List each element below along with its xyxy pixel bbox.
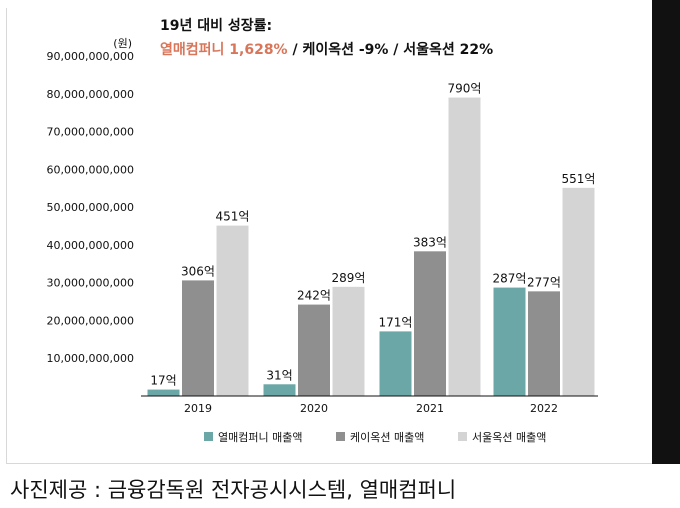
bar-value-label: 17억 xyxy=(150,374,176,388)
x-axis-ticks: 2019 2020 2021 2022 xyxy=(184,402,558,415)
x-tick-label: 2020 xyxy=(300,402,328,415)
y-axis-ticks: 10,000,000,000 20,000,000,000 30,000,000,0… xyxy=(47,50,134,365)
bar-value-label: 287억 xyxy=(493,272,527,286)
legend: 열매컴퍼니 매출액 케이옥션 매출액 서울옥션 매출액 xyxy=(204,431,546,444)
bar-2019-series-1 xyxy=(147,389,180,396)
bar-2022-series-3 xyxy=(562,187,595,396)
bar-value-label: 790억 xyxy=(448,82,482,96)
bar-2022-series-2 xyxy=(528,291,560,396)
bars-group xyxy=(147,97,595,397)
x-tick-label: 2019 xyxy=(184,402,212,415)
bar-value-label: 31억 xyxy=(266,368,292,382)
source-caption: 사진제공 : 금융감독원 전자공시시스템, 열매컴퍼니 xyxy=(10,478,457,502)
headline-accent: 열매컴퍼니 1,628% xyxy=(160,41,288,58)
y-tick-label: 50,000,000,000 xyxy=(47,201,134,214)
legend-swatch xyxy=(336,432,345,441)
frame-left-edge xyxy=(6,8,7,464)
bar-2019-series-2 xyxy=(182,280,214,396)
legend-swatch xyxy=(458,432,467,441)
bar-chart: 19년 대비 성장률: 열매컴퍼니 1,628% / 케이옥션 -9% / 서울… xyxy=(47,17,598,444)
bar-value-label: 289억 xyxy=(332,271,366,285)
legend-label: 열매컴퍼니 매출액 xyxy=(218,431,302,444)
legend-label: 케이옥션 매출액 xyxy=(350,431,424,444)
bar-value-label: 277억 xyxy=(527,275,561,289)
headline-line1: 19년 대비 성장률: xyxy=(160,17,272,34)
bar-2021-series-3 xyxy=(448,97,481,397)
headline-rest: / 케이옥션 -9% / 서울옥션 22% xyxy=(288,41,494,58)
headline-line2: 열매컴퍼니 1,628% / 케이옥션 -9% / 서울옥션 22% xyxy=(160,41,493,58)
y-tick-label: 60,000,000,000 xyxy=(47,163,134,176)
bar-2020-series-2 xyxy=(298,304,330,396)
legend-swatch xyxy=(204,432,213,441)
bar-2021-series-1 xyxy=(379,331,412,396)
legend-label: 서울옥션 매출액 xyxy=(472,431,546,444)
bar-value-label: 451억 xyxy=(216,210,250,224)
frame-bottom-edge xyxy=(6,463,652,464)
bar-value-label: 551억 xyxy=(562,172,596,186)
x-tick-label: 2021 xyxy=(416,402,444,415)
y-tick-label: 70,000,000,000 xyxy=(47,126,134,139)
y-tick-label: 30,000,000,000 xyxy=(47,277,134,290)
bar-2019-series-3 xyxy=(216,225,249,396)
y-tick-label: 40,000,000,000 xyxy=(47,239,134,252)
y-unit-label: (원) xyxy=(113,37,132,50)
y-tick-label: 10,000,000,000 xyxy=(47,352,134,365)
bar-2022-series-1 xyxy=(493,287,526,396)
bar-value-label: 242억 xyxy=(297,289,331,303)
bar-2021-series-2 xyxy=(414,251,446,396)
x-tick-label: 2022 xyxy=(530,402,558,415)
bar-2020-series-1 xyxy=(263,384,296,396)
y-tick-label: 80,000,000,000 xyxy=(47,88,134,101)
y-tick-label: 90,000,000,000 xyxy=(47,50,134,63)
frame-right-bar xyxy=(652,0,680,464)
y-tick-label: 20,000,000,000 xyxy=(47,314,134,327)
bar-value-label: 306억 xyxy=(181,264,215,278)
bar-value-label: 383억 xyxy=(413,235,447,249)
bar-2020-series-3 xyxy=(332,286,365,396)
bar-value-label: 171억 xyxy=(379,315,413,329)
